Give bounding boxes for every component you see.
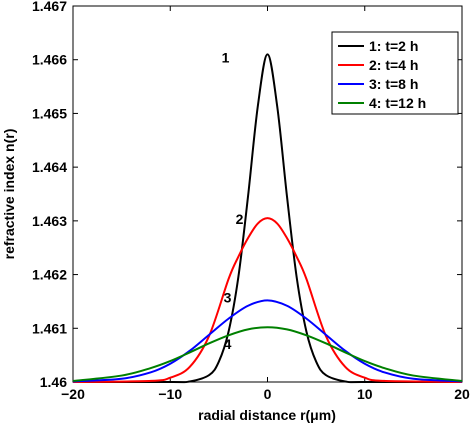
x-tick-label: −10 xyxy=(158,386,182,402)
series-line-1 xyxy=(72,53,463,384)
y-tick-label: 1.463 xyxy=(32,213,67,229)
y-tick-label: 1.467 xyxy=(32,0,67,14)
curve-labels-group: 1 2 3 4 xyxy=(222,49,244,352)
x-tick-label: 0 xyxy=(264,386,272,402)
curve-label-2: 2 xyxy=(236,211,244,227)
x-axis-label: radial distance r(μm) xyxy=(198,407,336,423)
x-tick-label: 10 xyxy=(357,386,373,402)
curve-label-4: 4 xyxy=(224,336,232,352)
legend-items: 1: t=2 h 2: t=4 h 3: t=8 h 4: t=12 h xyxy=(338,38,426,111)
y-tick-label: 1.461 xyxy=(32,320,67,336)
legend-label-3: 3: t=8 h xyxy=(369,76,418,92)
y-tick-label: 1.462 xyxy=(32,267,67,283)
y-tick-label: 1.465 xyxy=(32,105,67,121)
series-line-2 xyxy=(72,217,463,383)
series-line-3 xyxy=(72,299,463,383)
curves-group xyxy=(72,53,463,384)
legend-label-1: 1: t=2 h xyxy=(369,38,418,54)
legend-label-4: 4: t=12 h xyxy=(369,95,426,111)
x-tick-label: 20 xyxy=(454,386,470,402)
curve-label-3: 3 xyxy=(224,289,232,305)
curve-label-1: 1 xyxy=(222,49,230,65)
y-axis-label: refractive index n(r) xyxy=(1,129,17,260)
y-tick-label: 1.464 xyxy=(32,159,67,175)
y-tick-label: 1.466 xyxy=(32,52,67,68)
y-tick-label: 1.46 xyxy=(40,374,67,390)
legend-label-2: 2: t=4 h xyxy=(369,57,418,73)
x-tick-label: −20 xyxy=(61,386,85,402)
series-line-4 xyxy=(72,326,463,382)
legend: 1: t=2 h 2: t=4 h 3: t=8 h 4: t=12 h xyxy=(331,31,459,115)
